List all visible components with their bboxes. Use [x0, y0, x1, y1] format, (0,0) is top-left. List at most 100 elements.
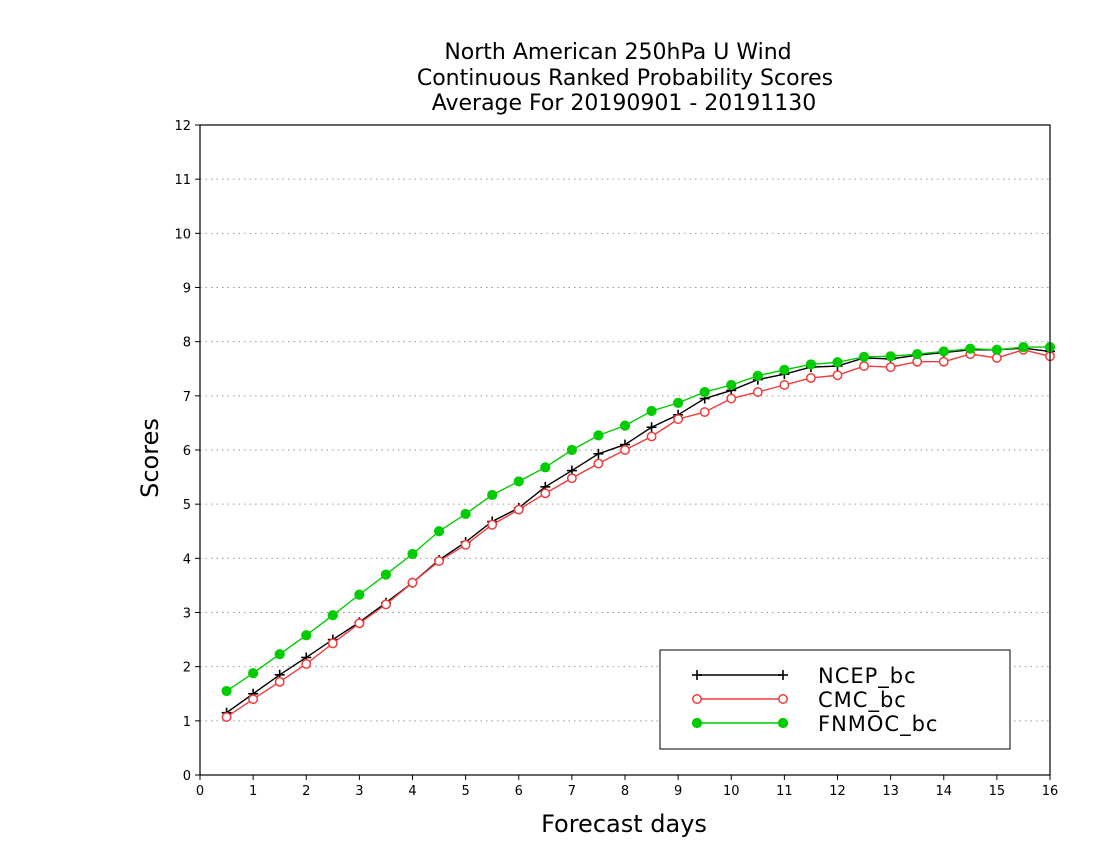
x-tick-label: 0 [196, 784, 204, 799]
title-line-3: Average For 20190901 - 20191130 [432, 91, 817, 116]
data-point-fnmoc-bc [832, 357, 843, 368]
data-point-cmc-bc [752, 387, 763, 397]
legend-marker-cmc-bc [692, 694, 702, 704]
data-point-fnmoc-bc [221, 685, 232, 697]
x-tick-label: 3 [355, 784, 363, 799]
legend-label-cmc-bc: CMC_bc [818, 688, 907, 713]
data-point-fnmoc-bc [779, 364, 790, 375]
x-tick-label: 16 [1042, 784, 1059, 799]
data-point-cmc-bc [805, 373, 816, 383]
data-point-cmc-bc [646, 431, 657, 442]
data-point-fnmoc-bc [699, 386, 710, 398]
data-point-fnmoc-bc [938, 346, 949, 357]
y-tick-label: 7 [183, 390, 191, 405]
legend-item-ncep-bc: NCEP_bc [692, 664, 917, 689]
legend-label-ncep-bc: NCEP_bc [818, 664, 917, 689]
data-point-cmc-bc [460, 539, 471, 550]
x-tick-label: 8 [621, 784, 629, 799]
x-tick-label: 12 [829, 784, 846, 799]
x-axis-ticks: 0 1 2 3 4 5 6 7 8 9 10 11 12 13 14 15 16 [196, 775, 1058, 799]
series-cmc-bc [221, 344, 1055, 722]
legend-item-fnmoc-bc: FNMOC_bc [691, 712, 938, 737]
data-point-fnmoc-bc [991, 344, 1002, 355]
data-point-cmc-bc [407, 577, 418, 588]
legend-label-fnmoc-bc: FNMOC_bc [818, 712, 938, 737]
series-group [221, 341, 1056, 722]
data-point-fnmoc-bc [593, 430, 604, 441]
x-tick-label: 1 [249, 784, 257, 799]
data-point-cmc-bc [434, 556, 445, 566]
plot-frame [199, 124, 1051, 776]
data-point-cmc-bc [620, 445, 630, 455]
data-point-cmc-bc [248, 694, 259, 705]
x-tick-label: 7 [568, 784, 576, 799]
data-point-cmc-bc [726, 393, 737, 404]
title-line-2: Continuous Ranked Probability Scores [417, 66, 833, 91]
legend-marker-ncep-bc [692, 670, 702, 680]
data-point-fnmoc-bc [433, 526, 445, 537]
data-point-cmc-bc [354, 618, 365, 629]
x-axis-label: Forecast days [541, 810, 707, 838]
data-point-cmc-bc [566, 473, 577, 484]
data-point-fnmoc-bc [1018, 341, 1029, 353]
data-point-ncep-bc [593, 448, 604, 459]
data-point-cmc-bc [301, 659, 312, 669]
legend-marker-ncep-bc [778, 670, 788, 680]
data-point-fnmoc-bc [646, 405, 657, 417]
y-tick-label: 1 [183, 715, 191, 730]
data-point-cmc-bc [513, 504, 524, 515]
data-point-fnmoc-bc [885, 351, 896, 362]
data-point-cmc-bc [832, 370, 843, 381]
x-tick-label: 13 [882, 784, 899, 799]
data-point-cmc-bc [540, 488, 551, 499]
data-point-cmc-bc [779, 380, 790, 390]
data-point-fnmoc-bc [566, 444, 577, 456]
y-tick-label: 5 [183, 498, 191, 513]
series-fnmoc-bc [221, 341, 1056, 697]
data-point-fnmoc-bc [619, 420, 631, 431]
legend-marker-cmc-bc [778, 694, 788, 704]
data-point-fnmoc-bc [248, 668, 259, 679]
data-point-fnmoc-bc [912, 349, 923, 360]
x-tick-label: 15 [989, 784, 1006, 799]
legend-marker-fnmoc-bc [691, 717, 703, 729]
data-point-fnmoc-bc [965, 343, 976, 354]
y-tick-label: 3 [183, 607, 191, 622]
y-tick-label: 8 [183, 336, 191, 351]
data-point-cmc-bc [327, 638, 338, 649]
data-point-cmc-bc [274, 676, 285, 687]
data-point-fnmoc-bc [513, 476, 524, 487]
y-axis-label: Scores [136, 418, 164, 498]
data-point-fnmoc-bc [805, 359, 817, 370]
y-tick-label: 2 [183, 661, 191, 676]
x-tick-label: 10 [723, 784, 740, 799]
y-tick-label: 12 [174, 119, 191, 134]
chart-title: North American 250hPa U Wind Continuous … [417, 40, 833, 116]
data-point-fnmoc-bc [540, 462, 551, 473]
x-tick-label: 5 [461, 784, 469, 799]
data-point-ncep-bc [646, 422, 657, 433]
data-point-cmc-bc [673, 414, 684, 425]
x-tick-label: 9 [674, 784, 682, 799]
data-point-fnmoc-bc [380, 569, 392, 580]
data-point-fnmoc-bc [858, 351, 870, 362]
y-tick-label: 6 [183, 444, 191, 459]
data-point-fnmoc-bc [274, 649, 285, 660]
data-point-cmc-bc [221, 712, 232, 722]
y-tick-label: 4 [183, 552, 191, 567]
y-tick-label: 0 [183, 769, 191, 784]
x-tick-label: 6 [515, 784, 523, 799]
data-point-cmc-bc [593, 458, 604, 469]
data-point-fnmoc-bc [487, 489, 498, 501]
data-point-fnmoc-bc [354, 589, 365, 600]
data-point-fnmoc-bc [673, 397, 684, 408]
x-tick-label: 11 [776, 784, 793, 799]
data-point-cmc-bc [380, 599, 391, 610]
legend-marker-fnmoc-bc [777, 717, 789, 729]
data-point-cmc-bc [885, 362, 896, 373]
y-tick-label: 9 [183, 282, 191, 297]
x-tick-label: 14 [935, 784, 952, 799]
